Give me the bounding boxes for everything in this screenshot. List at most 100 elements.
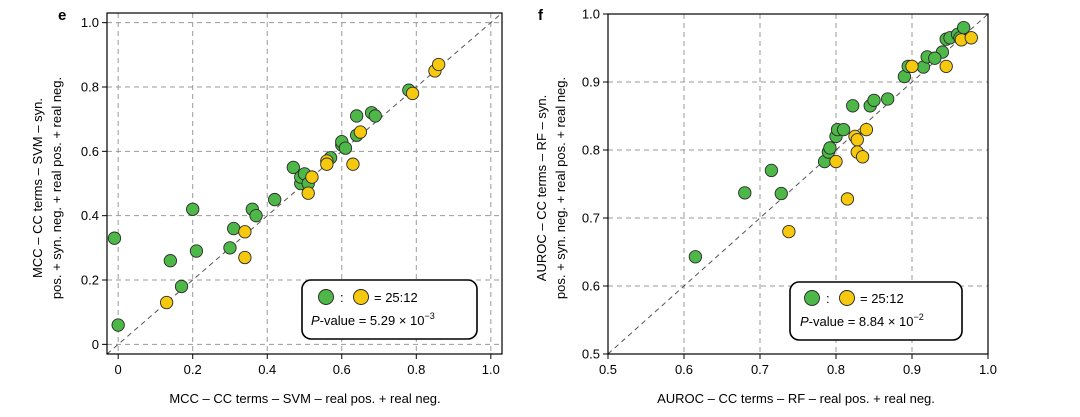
panel-e-point-green <box>174 279 189 294</box>
panel-f-x-tick-label: 0.8 <box>827 362 845 377</box>
panel-e-x-axis-label: MCC – CC terms – SVM – real pos. + real … <box>169 391 440 406</box>
panel-f-point-green <box>957 20 971 35</box>
panel-f-point-green <box>688 250 703 264</box>
panel-f-label: f <box>538 7 544 24</box>
panel-f-y-tick-label: 1.0 <box>582 7 600 22</box>
panel-f-point-green <box>867 93 881 108</box>
panel-f-y-tick-label: 0.7 <box>582 211 600 226</box>
panel-f-point-yellow <box>859 122 874 137</box>
panel-e-plot-frame <box>106 12 503 355</box>
panel-f-point-yellow <box>829 154 843 169</box>
panel-e-y-tick-label: 1.0 <box>81 15 99 30</box>
panel-e-grid <box>107 13 502 354</box>
panel-e-point-green <box>227 221 241 236</box>
panel-e-point-yellow <box>346 157 360 171</box>
panel-f-legend-pvalue: P-value = 8.84 × 10−2 <box>800 312 924 329</box>
panel-e-x-ticks: 0 0.2 0.4 0.6 0.8 1.0 <box>115 354 500 377</box>
panel-e-point-green <box>268 192 282 207</box>
panel-f-x-axis-label: AUROC – CC terms – RF – real pos. + real… <box>657 391 935 406</box>
panel-f-point-green <box>836 122 851 137</box>
panel-f-y-tick-label: 0.8 <box>582 143 600 158</box>
panel-e-x-tick-label: 1.0 <box>482 362 500 377</box>
panel-f-point-yellow <box>964 31 978 45</box>
panel-f-plot-frame <box>607 13 989 355</box>
panel-f-x-tick-label: 0.5 <box>599 362 617 377</box>
panel-f-y-tick-label: 0.9 <box>582 75 600 90</box>
panel-e-legend-sep: : <box>340 290 344 305</box>
panel-f-point-green <box>823 141 837 155</box>
panel-e-y-tick-label: 0 <box>92 337 99 352</box>
panel-e-x-tick-label: 0.4 <box>258 362 276 377</box>
panel-e-point-green <box>368 109 382 123</box>
panel-f-y-axis-label: AUROC – CC terms – RF – syn. pos. + syn.… <box>534 77 568 299</box>
panel-f-point-yellow <box>905 59 919 74</box>
panel-e-point-green <box>286 160 300 175</box>
panel-e-y-axis-label: MCC – CC terms – SVM – syn. pos. + syn. … <box>30 77 64 299</box>
panel-e-pvalue-p: P <box>311 313 320 328</box>
panel-f-point-green <box>928 51 942 65</box>
panel-e-legend-box <box>301 279 478 340</box>
panel-e-point-yellow <box>301 186 315 200</box>
panel-e-pvalue-mantissa: 5.29 × 10 <box>370 313 425 328</box>
panel-f-legend: : = 25:12 P-value = 8.84 × 10−2 <box>789 281 963 341</box>
panel-f-legend-box <box>789 281 963 341</box>
panel-f-point-yellow <box>840 192 855 206</box>
panel-e-point-yellow <box>238 250 252 265</box>
panel-f-point-green <box>738 186 752 200</box>
panel-e-y-axis-label-line2: pos. + syn. neg. + real pos. + real neg. <box>49 77 64 299</box>
panel-e-x-tick-label: 0 <box>115 362 122 377</box>
panel-f-point-green <box>764 163 779 178</box>
panel-e-y-tick-label: 0.8 <box>81 79 99 94</box>
panel-f-pvalue-prefix: -value = <box>809 314 859 329</box>
panel-e-pvalue-exponent: −3 <box>424 311 434 321</box>
panel-e-point-green <box>249 209 263 223</box>
panel-e-legend-green-marker <box>318 289 334 305</box>
panel-f-x-tick-label: 0.6 <box>675 362 693 377</box>
panel-e-y-axis-label-line1: MCC – CC terms – SVM – syn. <box>30 98 45 278</box>
panel-f-point-green <box>881 92 895 106</box>
panel-f-legend-green-marker <box>804 290 820 306</box>
panel-e-y-tick-label: 0.6 <box>81 144 99 159</box>
panel-f-point-yellow <box>855 150 870 164</box>
panel-f-x-tick-label: 0.9 <box>903 362 921 377</box>
panel-f-y-tick-label: 0.6 <box>582 279 600 294</box>
panel-e-point-green <box>111 318 125 332</box>
panel-f-legend-ratio: = 25:12 <box>860 291 904 306</box>
panel-e-point-yellow <box>305 170 319 184</box>
panel-f-y-axis-label-line1: AUROC – CC terms – RF – syn. <box>534 95 549 281</box>
panel-f-pvalue-p: P <box>800 314 809 329</box>
panel-e-point-green <box>338 141 353 155</box>
panel-f-points <box>688 20 978 264</box>
panel-e-point-green <box>189 244 204 258</box>
panel-f-point-green <box>846 99 860 113</box>
panel-e-y-tick-label: 0.2 <box>81 273 99 288</box>
panel-e-legend: : = 25:12 P-value = 5.29 × 10−3 <box>301 279 478 340</box>
panel-e-y-ticks: 0 0.2 0.4 0.6 0.8 1.0 <box>81 15 107 352</box>
panel-f: f 0.5 0.6 0.7 0.8 0.9 1.0 0.50.60.70.80.91.0 … <box>534 7 997 407</box>
panel-f-x-tick-label: 0.7 <box>751 362 769 377</box>
panel-e-point-green <box>223 241 237 255</box>
panel-e-y-tick-label: 0.4 <box>81 208 99 223</box>
panel-e-label: e <box>58 7 66 24</box>
panel-f-point-green <box>774 186 788 201</box>
panel-e-x-tick-label: 0.8 <box>407 362 425 377</box>
panel-e-legend-pvalue: P-value = 5.29 × 10−3 <box>311 311 435 328</box>
panel-e-point-yellow <box>432 57 446 72</box>
panel-e-points <box>107 57 446 332</box>
panel-e-legend-ratio: = 25:12 <box>374 290 418 305</box>
panel-e-point-green <box>107 231 122 245</box>
panel-f-y-ticks: 0.5 0.6 0.7 0.8 0.9 1.0 <box>582 7 608 362</box>
panel-e-point-green <box>350 109 364 123</box>
panel-f-y-tick-label: 0.5 <box>582 347 600 362</box>
panel-f-point-yellow <box>782 224 796 239</box>
panel-e-legend-yellow-marker <box>353 289 369 305</box>
panel-f-legend-sep: : <box>826 291 830 306</box>
panel-e-point-green <box>163 254 177 268</box>
panel-e-point-yellow <box>238 225 252 239</box>
panel-f-y-axis-label-line2: pos. + syn. neg. + real pos. + real neg. <box>553 77 568 299</box>
panel-e-point-yellow <box>353 125 368 139</box>
panel-e-x-tick-label: 0.2 <box>184 362 202 377</box>
panel-f-pvalue-exponent: −2 <box>913 312 923 322</box>
panel-e-point-green <box>186 202 200 216</box>
